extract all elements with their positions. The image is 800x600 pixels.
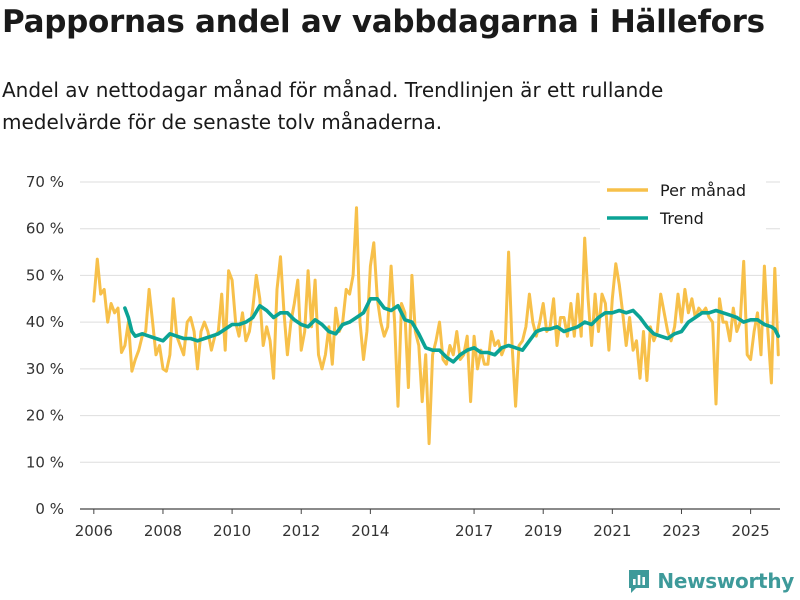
grid-lines: [80, 181, 780, 510]
chart-subtitle: Andel av nettodagar månad för månad. Tre…: [2, 78, 664, 134]
y-tick-label: 10 %: [26, 453, 64, 471]
legend-background: [600, 176, 766, 234]
bar-chart-icon: [629, 570, 650, 593]
newsworthy-logo: Newsworthy: [627, 568, 794, 594]
x-tick-label: 2012: [282, 522, 320, 540]
x-tick-label: 2010: [213, 522, 251, 540]
y-tick-label: 60 %: [26, 220, 64, 238]
brand-name: Newsworthy: [657, 569, 794, 593]
y-tick-label: 30 %: [26, 360, 64, 378]
series-line-trend: [123, 296, 781, 364]
x-tick-label: 2014: [351, 522, 389, 540]
legend-label: Per månad: [660, 181, 746, 200]
y-tick-label: 70 %: [26, 173, 64, 191]
x-axis-ticks: 2006 2008 2010 2012 2014 2017 2019 2021 2023 2025: [75, 509, 770, 540]
chart-title: Pappornas andel av vabbdagarna i Hällefo…: [2, 4, 765, 40]
x-tick-label: 2006: [75, 522, 113, 540]
legend: Per månad Trend: [600, 176, 766, 234]
y-tick-label: 50 %: [26, 266, 64, 284]
series-line-per-manad: [92, 206, 780, 446]
x-tick-label: 2023: [662, 522, 700, 540]
x-tick-label: 2021: [593, 522, 631, 540]
x-tick-label: 2019: [524, 522, 562, 540]
y-tick-label: 20 %: [26, 407, 64, 425]
x-tick-label: 2017: [455, 522, 493, 540]
legend-label: Trend: [659, 209, 704, 228]
y-tick-label: 0 %: [35, 500, 64, 518]
y-tick-label: 40 %: [26, 313, 64, 331]
y-axis-ticks: 0 % 10 % 20 % 30 % 40 % 50 % 60 % 70 %: [26, 173, 64, 518]
series-lines: [92, 206, 781, 446]
x-tick-label: 2025: [732, 522, 770, 540]
x-tick-label: 2008: [144, 522, 182, 540]
